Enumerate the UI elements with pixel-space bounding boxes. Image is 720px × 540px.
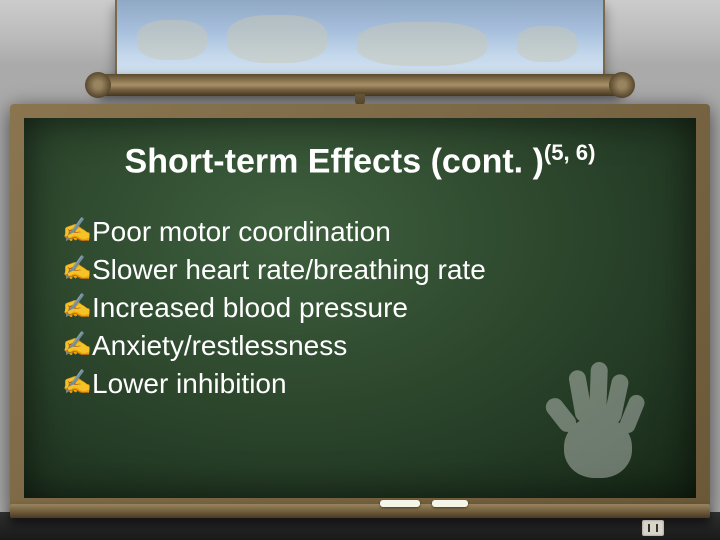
- chalkboard-frame: Short-term Effects (cont. )(5, 6) ✍ Poor…: [10, 104, 710, 512]
- bullet-text: Lower inhibition: [92, 365, 287, 403]
- bullet-text: Increased blood pressure: [92, 289, 408, 327]
- wall-outlet: [642, 520, 664, 536]
- title-superscript: (5, 6): [544, 140, 596, 165]
- hand-writing-icon: ✍: [62, 289, 92, 325]
- chalk-tray: [10, 504, 710, 518]
- title-main: Short-term Effects (cont. ): [125, 142, 544, 180]
- list-item: ✍ Increased blood pressure: [62, 289, 666, 327]
- chalk-stick: [380, 500, 420, 507]
- pulldown-map: [115, 0, 605, 82]
- hand-writing-icon: ✍: [62, 365, 92, 401]
- list-item: ✍ Poor motor coordination: [62, 213, 666, 251]
- bullet-text: Anxiety/restlessness: [92, 327, 347, 365]
- list-item: ✍ Slower heart rate/breathing rate: [62, 251, 666, 289]
- hand-writing-icon: ✍: [62, 213, 92, 249]
- hand-writing-icon: ✍: [62, 251, 92, 287]
- map-roller: [95, 74, 625, 96]
- chalk-stick: [432, 500, 468, 507]
- chalkboard: Short-term Effects (cont. )(5, 6) ✍ Poor…: [24, 118, 696, 498]
- slide-background: Short-term Effects (cont. )(5, 6) ✍ Poor…: [0, 0, 720, 540]
- hand-writing-icon: ✍: [62, 327, 92, 363]
- slide-title: Short-term Effects (cont. )(5, 6): [54, 140, 666, 181]
- bullet-text: Poor motor coordination: [92, 213, 391, 251]
- chalk-handprint: [546, 348, 656, 478]
- bullet-text: Slower heart rate/breathing rate: [92, 251, 486, 289]
